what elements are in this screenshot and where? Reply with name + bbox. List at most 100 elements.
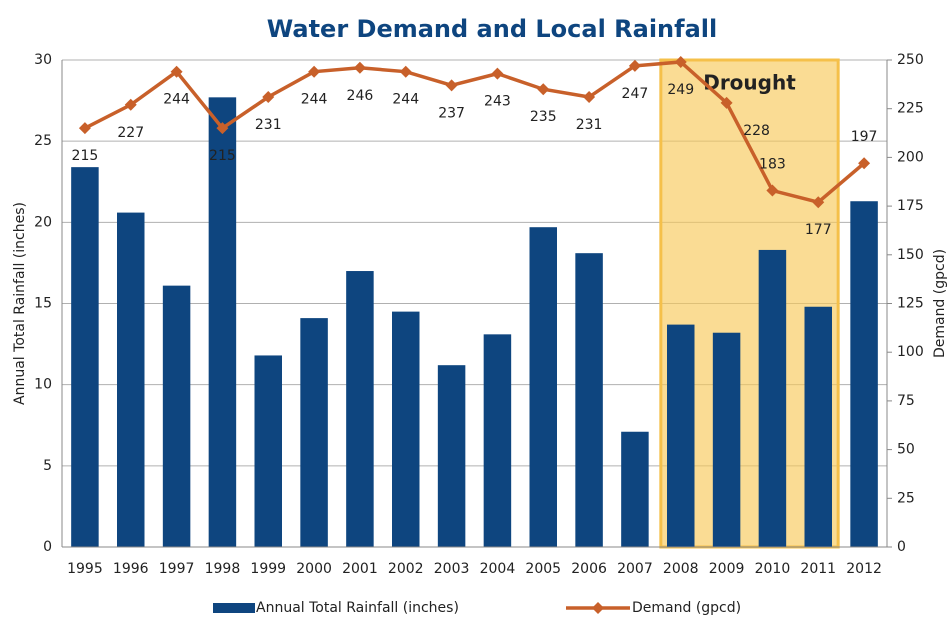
bar <box>437 365 466 547</box>
x-tick-label: 2012 <box>846 561 882 577</box>
demand-marker <box>674 55 687 68</box>
data-label: 177 <box>805 222 832 238</box>
demand-marker <box>537 83 550 96</box>
bar <box>712 332 741 547</box>
x-tick-label: 1999 <box>250 561 286 577</box>
bar <box>758 249 787 547</box>
demand-marker <box>124 98 137 111</box>
x-tick-label: 1998 <box>205 561 241 577</box>
data-label: 246 <box>347 88 374 104</box>
demand-marker <box>308 65 321 78</box>
data-label: 237 <box>438 105 465 121</box>
bar <box>346 271 374 547</box>
bar <box>667 324 695 547</box>
demand-marker <box>216 122 229 135</box>
data-label: 231 <box>576 117 603 133</box>
y2-tick-label: 200 <box>897 149 924 165</box>
x-tick-label: 1995 <box>67 561 103 577</box>
y-tick-label: 10 <box>34 377 52 393</box>
bar <box>621 431 649 547</box>
demand-marker <box>720 96 733 109</box>
x-tick-label: 2001 <box>342 561 378 577</box>
y2-tick-label: 75 <box>897 393 915 409</box>
y2-tick-label: 100 <box>897 344 924 360</box>
y2-tick-label: 25 <box>897 490 915 506</box>
x-tick-label: 2006 <box>571 561 607 577</box>
y2-tick-label: 125 <box>897 296 924 312</box>
y2-tick-label: 250 <box>897 52 924 68</box>
x-tick-label: 2010 <box>755 561 791 577</box>
bar <box>575 253 603 547</box>
data-label: 231 <box>255 117 282 133</box>
legend-label: Demand (gpcd) <box>632 600 741 616</box>
demand-marker <box>812 196 825 209</box>
legend-label: Annual Total Rainfall (inches) <box>256 600 459 616</box>
demand-marker <box>628 59 641 72</box>
demand-marker <box>353 61 366 74</box>
data-label: 244 <box>392 92 419 108</box>
bar <box>117 212 145 548</box>
bar <box>208 97 237 547</box>
demand-marker <box>858 157 871 170</box>
y2-tick-label: 175 <box>897 198 924 214</box>
x-tick-label: 2003 <box>434 561 470 577</box>
demand-marker <box>170 65 183 78</box>
demand-marker <box>262 91 275 104</box>
chart-title: Water Demand and Local Rainfall <box>267 15 717 43</box>
data-label: 215 <box>209 148 236 164</box>
x-tick-label: 2005 <box>525 561 561 577</box>
y-tick-label: 15 <box>34 296 52 312</box>
x-tick-label: 2007 <box>617 561 653 577</box>
y-axis-label: Annual Total Rainfall (inches) <box>12 202 28 405</box>
annotation-label: Drought <box>703 71 796 95</box>
bar <box>162 285 191 547</box>
x-tick-label: 2000 <box>296 561 332 577</box>
bar <box>804 306 832 547</box>
legend-marker <box>592 602 604 614</box>
data-label: 249 <box>667 82 694 98</box>
data-label: 197 <box>851 129 878 145</box>
y-tick-label: 5 <box>43 458 52 474</box>
data-label: 244 <box>163 92 190 108</box>
x-tick-label: 1996 <box>113 561 149 577</box>
demand-marker <box>491 67 504 80</box>
data-label: 235 <box>530 109 557 125</box>
data-label: 215 <box>72 148 99 164</box>
x-tick-label: 2004 <box>480 561 516 577</box>
data-label: 227 <box>117 125 144 141</box>
x-tick-label: 1997 <box>159 561 195 577</box>
y2-tick-label: 225 <box>897 101 924 117</box>
bar <box>254 355 282 547</box>
demand-marker <box>78 122 91 135</box>
bar <box>483 334 512 547</box>
y-tick-label: 20 <box>34 214 52 230</box>
y2-tick-label: 50 <box>897 442 915 458</box>
bar <box>71 167 99 547</box>
x-tick-label: 2011 <box>800 561 836 577</box>
y-tick-label: 30 <box>34 52 52 68</box>
bar <box>529 227 557 547</box>
data-label: 183 <box>759 157 786 173</box>
y2-tick-label: 0 <box>897 539 906 555</box>
y-tick-label: 0 <box>43 539 52 555</box>
bar <box>300 318 328 547</box>
y2-tick-label: 150 <box>897 247 924 263</box>
x-tick-label: 2008 <box>663 561 699 577</box>
data-label: 243 <box>484 94 511 110</box>
legend-swatch <box>213 603 255 613</box>
x-tick-label: 2009 <box>709 561 745 577</box>
bar <box>850 201 878 548</box>
data-label: 228 <box>743 123 770 139</box>
bar <box>392 311 420 547</box>
demand-marker <box>766 184 779 197</box>
demand-line <box>84 60 866 205</box>
y2-axis-label: Demand (gpcd) <box>932 249 947 358</box>
x-tick-label: 2002 <box>388 561 424 577</box>
demand-marker <box>583 91 596 104</box>
demand-marker <box>399 65 412 78</box>
data-label: 247 <box>622 86 649 102</box>
y-tick-label: 25 <box>34 133 52 149</box>
data-label: 244 <box>301 92 328 108</box>
demand-marker <box>445 79 458 92</box>
